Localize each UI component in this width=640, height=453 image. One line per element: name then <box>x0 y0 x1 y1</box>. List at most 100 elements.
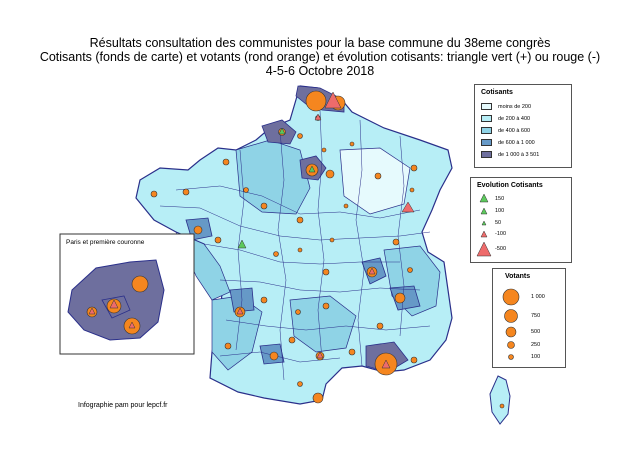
inset-votants-circles <box>86 275 149 335</box>
triangle-maine-et-loire <box>237 239 247 249</box>
votants-circle-indre <box>273 251 279 257</box>
votants-circle-loire-atlantique <box>193 225 203 235</box>
corsica <box>489 375 511 425</box>
legend-evolution-label: -500 <box>495 246 507 252</box>
triangle-herault <box>316 351 324 359</box>
votants-circle-doubs <box>392 238 400 246</box>
votants-circle-ardennes <box>349 141 355 147</box>
region-massif <box>289 295 357 353</box>
legend-cotisants-row: de 400 à 600 <box>481 127 530 134</box>
votants-circle-allier <box>322 268 330 276</box>
triangle-idf <box>308 165 316 173</box>
triangle-nord <box>324 91 342 109</box>
legend-triangle-50 <box>481 220 487 226</box>
legend-cotisants-row: de 200 à 400 <box>481 115 530 122</box>
legend-votants-label: 1 000 <box>531 294 545 300</box>
votants-circle-sarthe <box>260 202 268 210</box>
legend-circle-500 <box>505 326 517 338</box>
legend-votants-title: Votants <box>505 273 531 280</box>
votants-circle-vosges <box>409 187 415 193</box>
triangle-bouches-du-rhone <box>381 359 391 369</box>
votants-circle-aude <box>297 381 303 387</box>
department-borders <box>159 109 431 381</box>
legend-swatch <box>481 103 492 110</box>
legend-cotisants-label: de 400 à 600 <box>498 127 531 134</box>
inset-triangle-west <box>88 307 96 315</box>
legend-circle-1000 <box>502 288 520 306</box>
legend-cotisants: Cotisants moins de 200 de 200 à 400 de 4… <box>474 84 572 168</box>
legend-evolution-label: 150 <box>495 196 505 202</box>
votants-circle-nord <box>305 90 327 112</box>
evolution-triangles <box>236 91 415 369</box>
legend-cotisants-row: de 600 à 1 000 <box>481 139 535 146</box>
votants-circle-cher <box>297 247 303 253</box>
legend-evolution-label: 100 <box>495 208 505 214</box>
votants-circle-landes <box>224 342 232 350</box>
inset-triangle-center <box>109 299 119 309</box>
votants-circle-isere <box>394 292 406 304</box>
votants-circle-pyrenees <box>312 392 324 404</box>
legend-evolution: Evolution Cotisants 150 100 50 -100 -500 <box>470 177 572 263</box>
votants-circle-aube <box>343 203 349 209</box>
legend-votants-label: 100 <box>531 354 541 360</box>
legend-triangle-100 <box>480 207 488 215</box>
legend-triangle-minus100 <box>480 230 488 238</box>
legend-cotisants-label: de 200 à 400 <box>498 115 531 122</box>
votants-circle-seine-et-marne <box>325 169 335 179</box>
legend-votants: Votants 1 000 750 500 250 100 <box>492 268 566 368</box>
votants-circle-nievre <box>329 237 335 243</box>
legend-evolution-label: 50 <box>495 220 502 226</box>
legend-cotisants-title: Cotisants <box>481 89 513 96</box>
legend-triangle-150 <box>479 193 489 203</box>
legend-votants-label: 500 <box>531 329 541 335</box>
inset-triangle-south <box>128 321 136 329</box>
triangle-alsace <box>401 201 415 213</box>
title-line-1: Résultats consultation des communistes p… <box>89 36 551 50</box>
legend-swatch <box>481 151 492 158</box>
votants-circle-tarn <box>288 336 296 344</box>
votants-circle-bretagne-1 <box>150 190 158 198</box>
map-title-block: Résultats consultation des communistes p… <box>0 36 640 78</box>
votants-circle-somme <box>297 133 303 139</box>
legend-swatch <box>481 139 492 146</box>
legend-swatch <box>481 127 492 134</box>
triangle-gironde <box>236 307 244 315</box>
votants-circle-maine-et-loire <box>214 236 222 244</box>
legend-triangle-minus500 <box>476 241 492 257</box>
triangle-seine-maritime <box>278 127 286 135</box>
votants-circle-alsace <box>410 164 418 172</box>
legend-evolution-title: Evolution Cotisants <box>477 182 543 189</box>
title-line-2: Cotisants (fonds de carte) et votants (r… <box>39 50 601 64</box>
votants-circle-loiret <box>296 216 304 224</box>
legend-votants-label: 250 <box>531 342 541 348</box>
legend-swatch <box>481 115 492 122</box>
inset-circle-north <box>131 275 149 293</box>
legend-circle-750 <box>504 309 518 323</box>
region-east <box>339 147 411 215</box>
legend-evolution-symbols <box>476 193 492 257</box>
legend-votants-symbols <box>502 288 520 360</box>
votants-circle-savoie <box>407 267 413 273</box>
votants-circle-puy-de-dome <box>322 302 330 310</box>
votants-circle-bretagne-2 <box>182 188 190 196</box>
legend-cotisants-label: de 600 à 1 000 <box>498 139 535 146</box>
votants-circle-dordogne <box>260 296 268 304</box>
legend-cotisants-label: moins de 200 <box>498 103 532 110</box>
votants-circle-corse <box>499 403 505 409</box>
inset-triangles <box>88 299 136 329</box>
votants-circle-haute-garonne <box>269 351 279 361</box>
votants-circle-gard <box>348 348 356 356</box>
votants-circle-lorraine <box>374 172 382 180</box>
votants-circle-orne <box>243 187 249 193</box>
legend-circle-250 <box>507 341 515 349</box>
triangle-north-small <box>314 113 322 121</box>
legend-votants-label: 750 <box>531 313 541 319</box>
legend-circle-100 <box>508 354 514 360</box>
legend-cotisants-row: de 1 000 à 3 501 <box>481 151 539 158</box>
inset-title: Paris et première couronne <box>66 239 145 246</box>
legend-cotisants-row: moins de 200 <box>481 103 531 110</box>
credit-text: Infographie pam pour lepcf.fr <box>78 402 168 409</box>
votants-circle-aisne <box>321 147 327 153</box>
votants-circle-correze <box>295 309 301 315</box>
